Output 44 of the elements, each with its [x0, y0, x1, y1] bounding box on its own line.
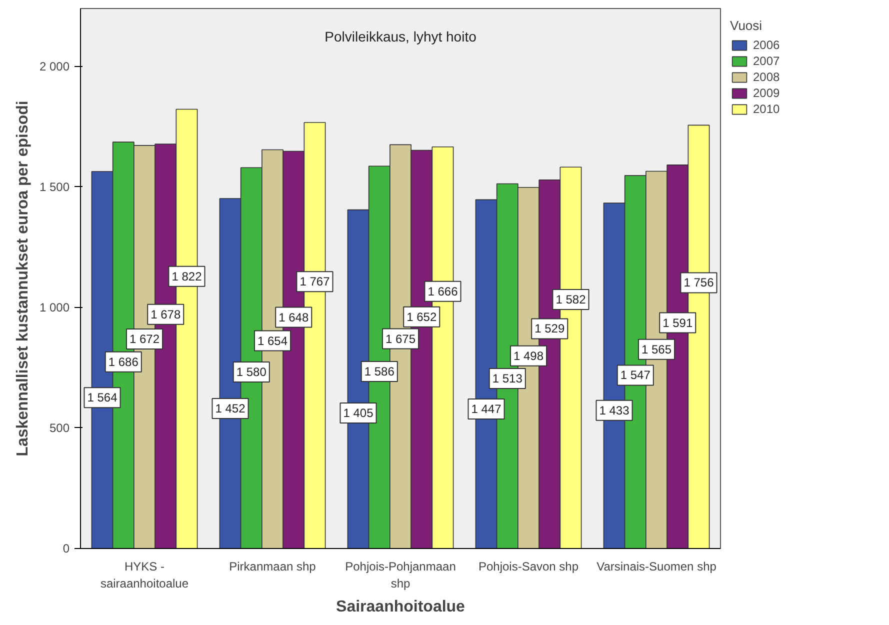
- data-label: 1 513: [492, 371, 523, 386]
- y-axis-title: Laskennalliset kustannukset euroa per episodi: [14, 100, 32, 456]
- x-tick-label: Pohjois-Pohjanmaan shp: [345, 560, 456, 590]
- data-label: 1 529: [534, 322, 565, 336]
- legend-label: 2009: [753, 86, 780, 100]
- data-label: 1 686: [108, 354, 139, 369]
- y-tick-label: 1 500: [39, 180, 70, 194]
- x-tick-label: Varsinais-Suomen shp: [596, 560, 717, 574]
- x-tick-label: Pohjois-Savon shp: [478, 560, 579, 574]
- data-label: 1 586: [364, 364, 395, 378]
- x-axis-title: Sairaanhoitoalue: [336, 598, 466, 616]
- y-tick-label: 0: [62, 542, 70, 556]
- data-label: 1 767: [300, 274, 330, 289]
- data-label: 1 547: [620, 368, 651, 382]
- legend-label: 2007: [753, 54, 780, 68]
- legend-label: 2008: [753, 70, 780, 84]
- data-label: 1 654: [257, 334, 288, 348]
- y-tick-label: 1 000: [39, 300, 70, 314]
- data-label: 1 433: [599, 403, 630, 418]
- data-label: 1 756: [684, 276, 714, 290]
- data-label: 1 565: [641, 342, 672, 356]
- data-label: 1 498: [513, 348, 544, 363]
- y-tick-label: 500: [49, 420, 70, 435]
- x-tick-label: Pirkanmaan shp: [229, 560, 316, 574]
- data-label: 1 405: [343, 406, 374, 420]
- data-label: 1 580: [236, 365, 267, 380]
- data-label: 1 582: [556, 292, 586, 307]
- data-label: 1 678: [150, 307, 181, 322]
- legend-label: 2006: [753, 38, 780, 52]
- y-tick-label: 2 000: [39, 59, 70, 74]
- data-label: 1 822: [172, 269, 202, 284]
- data-label: 1 591: [662, 316, 693, 330]
- legend-title: Vuosi: [730, 18, 764, 33]
- x-tick-label: HYKS - sairaanhoitoalue: [100, 560, 189, 590]
- text: Polvileikkaus, lyhyt hoito: [324, 28, 477, 44]
- legend-label: 2010: [753, 102, 780, 116]
- data-label: 1 666: [428, 284, 458, 298]
- data-label: 1 452: [215, 401, 246, 416]
- data-label: 1 648: [278, 310, 309, 324]
- data-label: 1 652: [406, 310, 437, 324]
- data-label: 1 675: [385, 332, 416, 346]
- data-label: 1 672: [129, 332, 160, 346]
- data-label: 1 564: [87, 390, 118, 405]
- data-label: 1 447: [471, 402, 502, 416]
